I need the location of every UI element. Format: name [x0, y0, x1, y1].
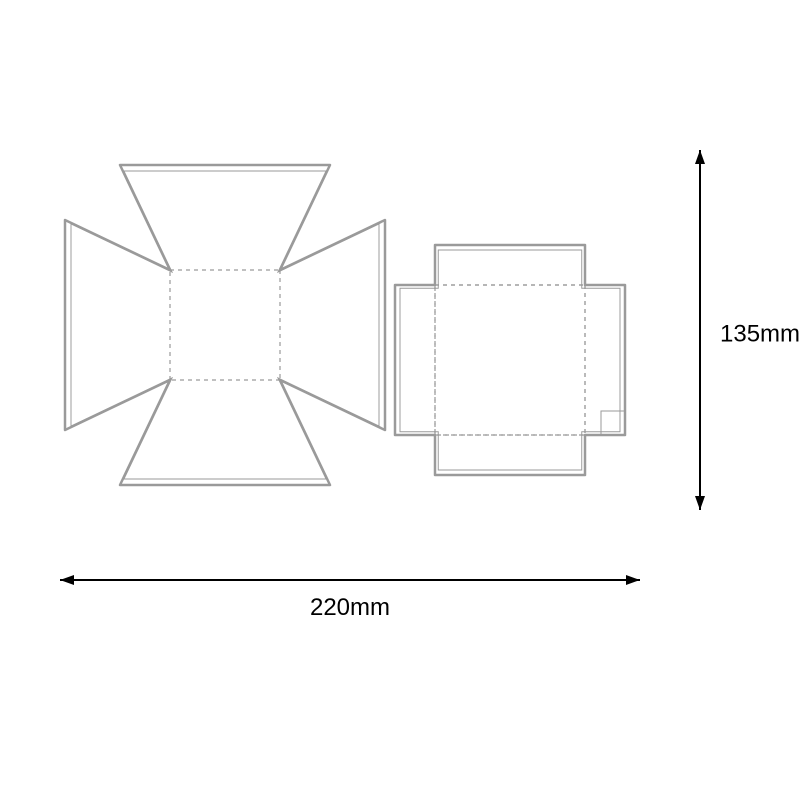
fold-diagonal-1: [65, 220, 170, 270]
fold-diagonal-4: [280, 380, 385, 430]
diagram-canvas: 220mm 135mm: [0, 0, 800, 800]
left-net-inner-outline: [71, 171, 379, 479]
fold-diagonal-5: [280, 380, 330, 485]
height-dimension-line-arrowhead: [695, 150, 705, 164]
width-dimension-line-arrowhead: [626, 575, 640, 585]
dimension-annotations: 220mm 135mm: [60, 150, 800, 621]
fold-diagonal-0: [120, 165, 170, 270]
width-dimension-label: 220mm: [310, 594, 390, 621]
fold-diagonal-7: [65, 380, 170, 430]
height-dimension-label: 135mm: [720, 320, 800, 347]
fold-diagonal-6: [120, 380, 170, 485]
right-net-outline: [395, 245, 625, 475]
left-box-net: [65, 165, 385, 485]
height-dimension-line-arrowhead: [695, 496, 705, 510]
fold-diagonal-3: [280, 220, 385, 270]
width-dimension-line-arrowhead: [60, 575, 74, 585]
fold-diagonal-2: [280, 165, 330, 270]
right-net-inner-outline: [400, 250, 620, 470]
right-box-net: [395, 245, 625, 475]
left-net-outline: [65, 165, 385, 485]
